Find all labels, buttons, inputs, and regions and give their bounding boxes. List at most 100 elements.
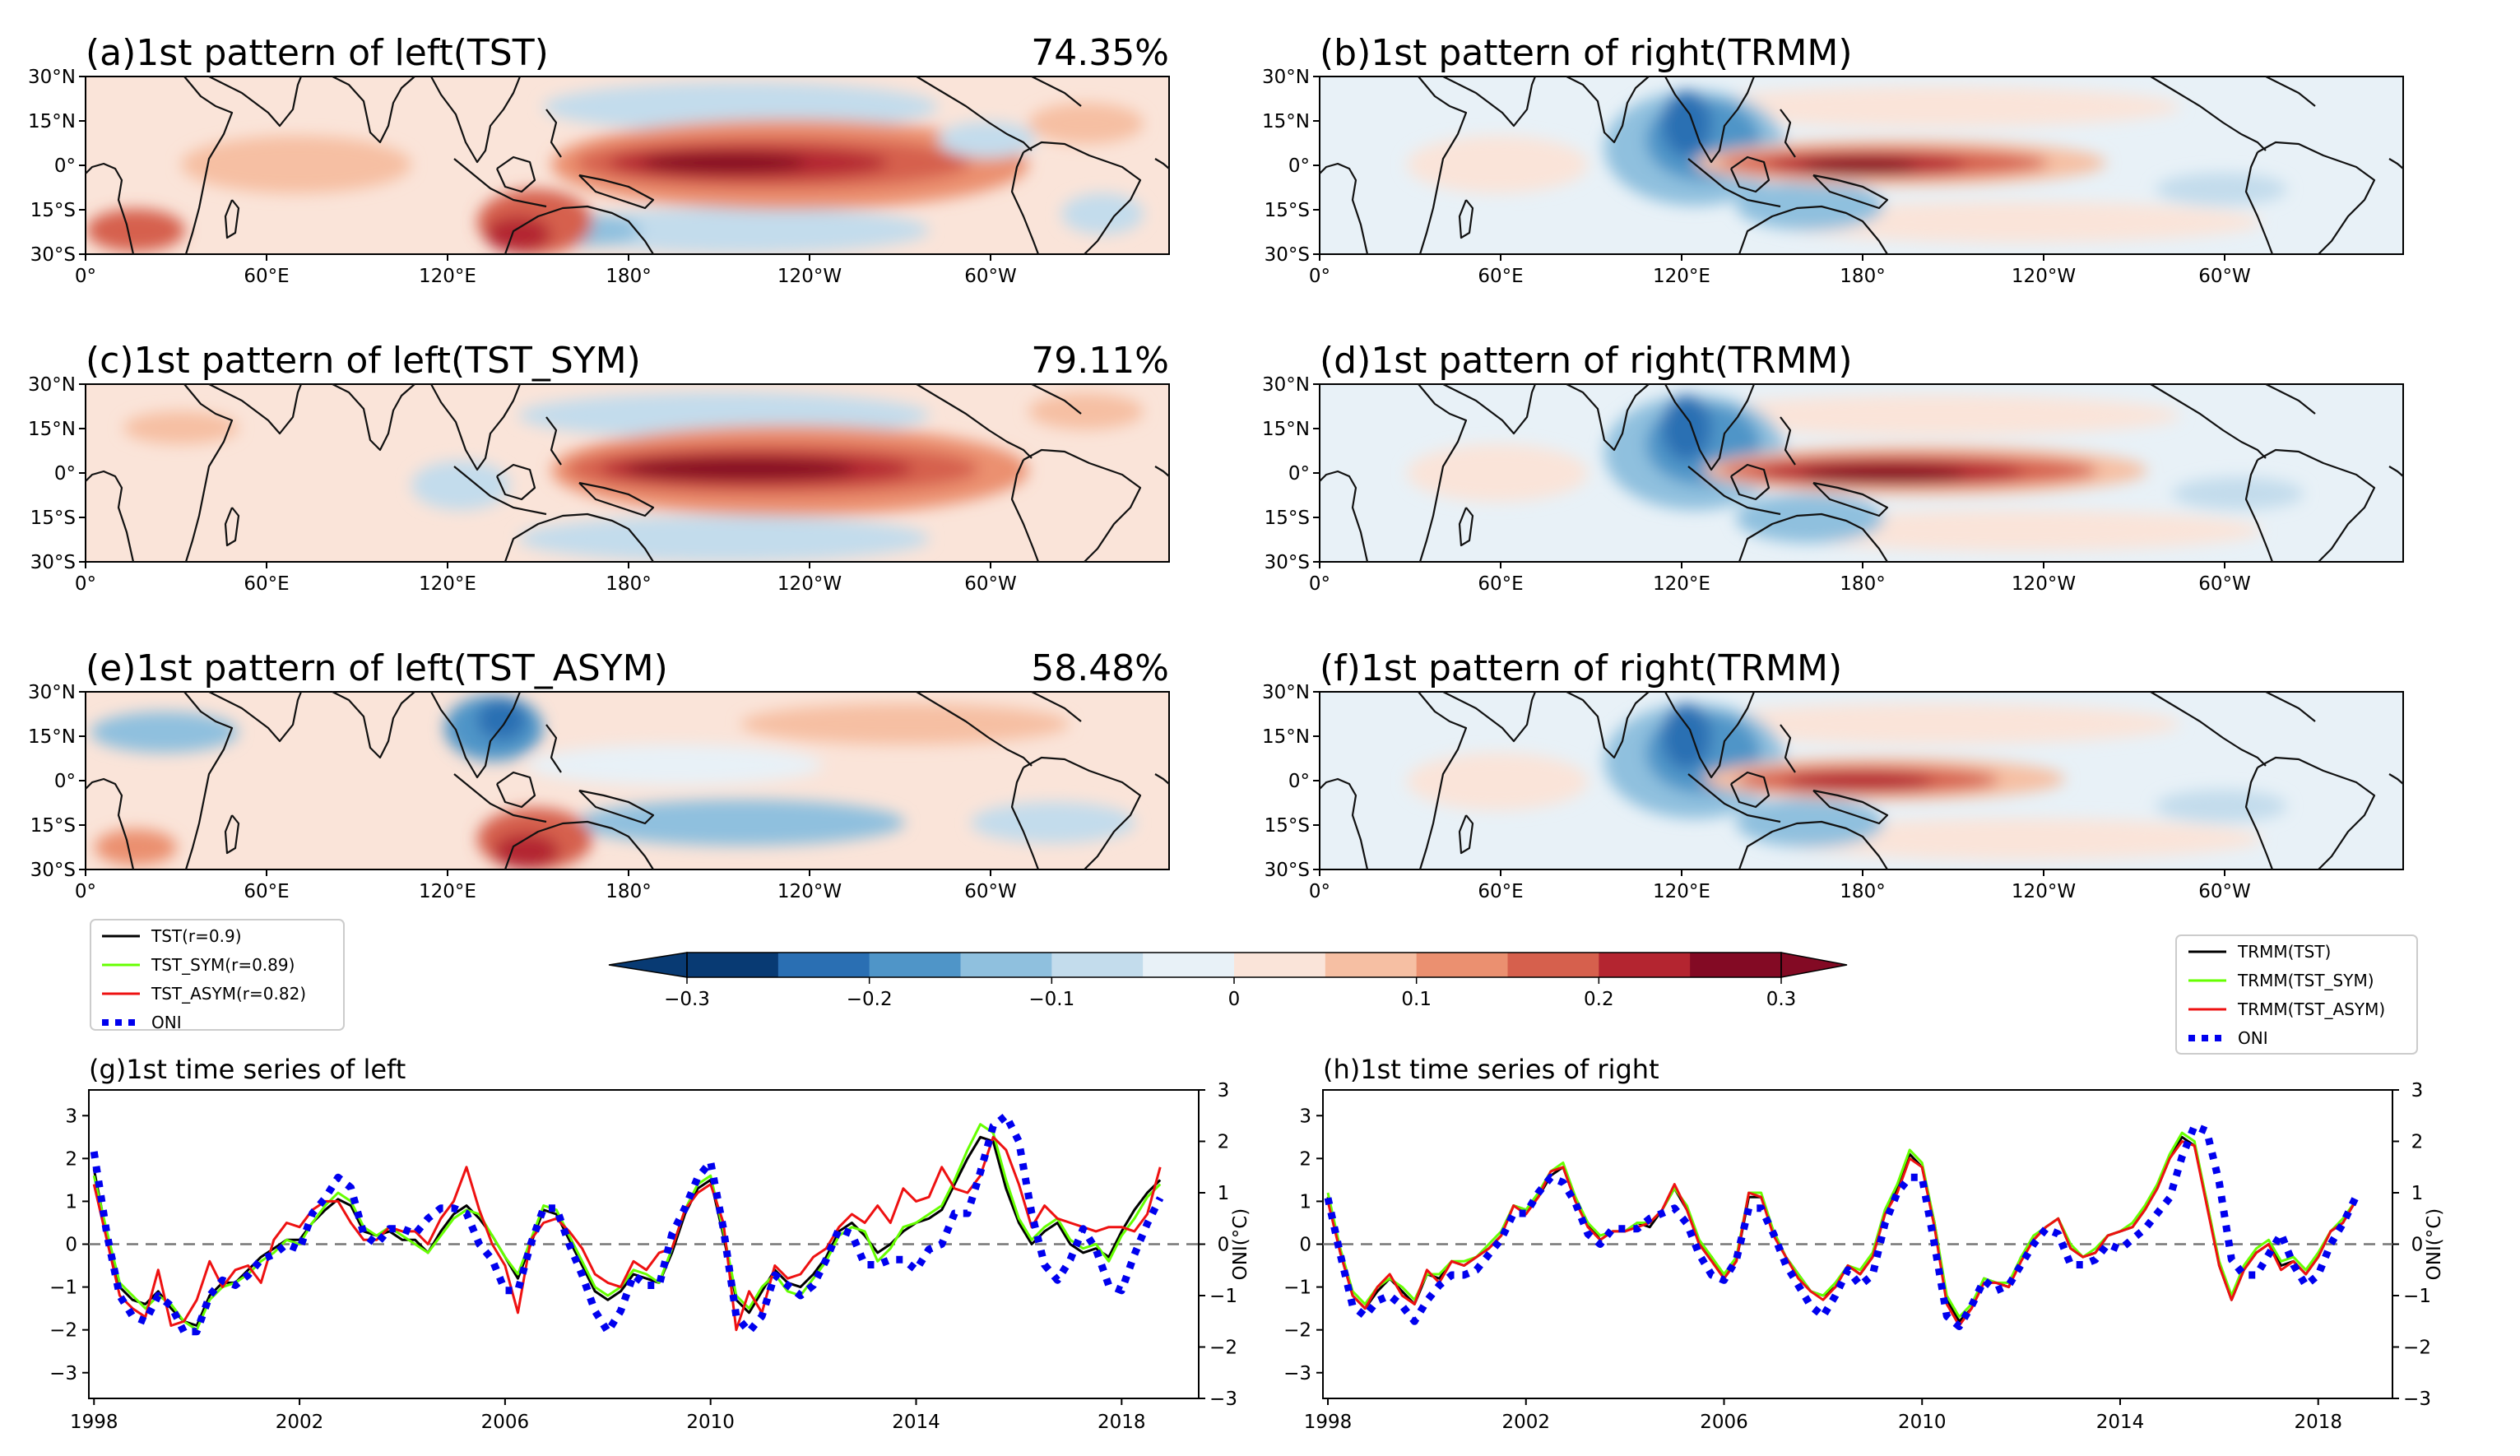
map-lat-tick-label: 30°N [28,374,76,396]
map-lon-tick-label: 0° [75,573,96,595]
coastline [1687,773,1781,823]
coastline [2388,773,2404,785]
colorbar-tick-label: 0.3 [1766,989,1797,1010]
coastline [1010,767,1040,870]
coastline [1687,158,1781,208]
map-anomaly-field [1407,703,2287,860]
map-lon-tick-label: 60°E [244,266,289,287]
map-lat-tick-label: 30°N [1262,682,1310,703]
coastline [504,820,654,870]
y-right-tick-label: −3 [1209,1389,1237,1410]
map-lat-tick-label: 30°S [1265,244,1310,266]
coastline [430,76,522,164]
map-panel-title: (c)1st pattern of left(TST_SYM) [86,340,641,382]
map-lon-tick-label: 0° [75,881,96,902]
coastline [85,470,135,563]
coastline [1031,383,1082,415]
colorbar-tick-label: 0.2 [1584,989,1614,1010]
coastline [430,691,522,779]
coastline [1442,76,1537,128]
x-tick-label: 2014 [2096,1412,2145,1433]
map-lat-tick-label: 15°S [30,508,76,529]
y-tick-label: 3 [65,1106,77,1127]
coastline [1664,383,1756,471]
map-panel-a [85,76,1170,255]
x-tick-label: 1998 [70,1412,118,1433]
legend-entry: TRMM(TST_SYM) [2237,971,2374,990]
coastline [332,383,415,452]
colorbar-segment [960,953,1052,977]
y-tick-label: 1 [65,1191,77,1213]
coastline [1780,109,1796,158]
map-lon-tick-label: 180° [1840,573,1885,595]
coastline [1023,141,1142,255]
legend-entry: TRMM(TST) [2237,942,2331,962]
map-lon-tick-label: 60°E [244,573,289,595]
coastline [1023,756,1142,870]
map-panel-title: (b)1st pattern of right(TRMM) [1320,32,1853,74]
map-lon-tick-label: 120°E [419,573,476,595]
coastline [1780,724,1796,773]
colorbar-segment [1325,953,1418,977]
map-lon-tick-label: 180° [1840,266,1885,287]
coastline [2244,151,2274,255]
map-lon-tick-label: 120°E [419,266,476,287]
coastline [2265,76,2316,107]
y-tick-label: 1 [1299,1191,1311,1213]
y-tick-label: 0 [1299,1235,1311,1256]
map-lon-tick-label: 120°E [1653,573,1710,595]
coastline [1812,481,1889,517]
colorbar-segment [869,953,962,977]
colorbar-tick-label: −0.2 [847,989,893,1010]
map-coastlines [85,383,1170,563]
map-coastlines [85,76,1170,255]
coastline [1010,459,1040,563]
y-tick-label: −1 [49,1277,77,1299]
y-tick-label: 3 [1299,1106,1311,1127]
colorbar-segment [777,953,870,977]
map-lat-tick-label: 15°N [28,726,76,748]
coastline [1812,789,1889,825]
map-lat-tick-label: 30°N [1262,67,1310,88]
coastline [2388,158,2404,169]
map-panel-c [85,383,1170,563]
map-panel-title: (a)1st pattern of left(TST) [86,32,549,74]
map-lon-tick-label: 120°W [2012,881,2076,902]
y-right-tick-label: 2 [1218,1132,1230,1153]
map-lat-tick-label: 0° [1288,463,1310,485]
coastline [453,773,547,823]
x-tick-label: 2018 [1098,1412,1146,1433]
coastline [2257,141,2376,255]
map-lat-tick-label: 15°N [1262,726,1310,748]
map-panel-b [1319,76,2404,255]
x-tick-label: 2006 [1700,1412,1748,1433]
coastline [578,174,655,210]
colorbar: −0.3 −0.2 −0.1 0 0.1 0.2 0.3 [608,952,1848,1010]
coastline [1738,205,1888,255]
coastline [2244,459,2274,563]
coastline [1319,777,1369,870]
map-lat-tick-label: 15°S [30,200,76,221]
legend-box [90,919,345,1031]
timeseries-title: (g)1st time series of left [89,1054,406,1085]
map-lon-tick-label: 0° [1309,881,1330,902]
coastline [916,76,1033,151]
map-lat-tick-label: 30°S [30,860,76,881]
map-lat-tick-label: 15°N [28,419,76,440]
coastline [1664,76,1756,164]
x-tick-label: 2018 [2294,1412,2342,1433]
coastline [430,383,522,471]
variance-percent: 74.35% [1031,32,1169,74]
y-tick-label: 0 [65,1235,77,1256]
colorbar-segment [1051,953,1144,977]
coastline [916,383,1033,459]
y-right-tick-label: 3 [2411,1080,2424,1101]
map-lon-tick-label: 180° [606,266,651,287]
map-panel-title: (f)1st pattern of right(TRMM) [1320,647,1842,689]
map-coastlines [85,691,1170,870]
legend-entry: TST_SYM(r=0.89) [151,955,295,975]
coastline [1154,773,1170,785]
y-tick-label: −3 [49,1363,77,1384]
map-lon-tick-label: 60°W [964,573,1017,595]
y-right-tick-label: −2 [2403,1338,2431,1359]
